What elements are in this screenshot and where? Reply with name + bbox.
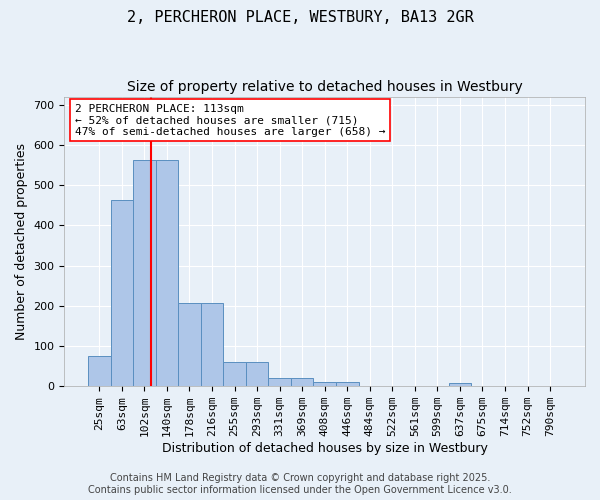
Bar [178, 303, 201, 386]
Bar [336, 382, 359, 386]
Bar [246, 362, 268, 386]
Bar [88, 356, 110, 386]
Text: 2, PERCHERON PLACE, WESTBURY, BA13 2GR: 2, PERCHERON PLACE, WESTBURY, BA13 2GR [127, 10, 473, 25]
Text: 2 PERCHERON PLACE: 113sqm
← 52% of detached houses are smaller (715)
47% of semi: 2 PERCHERON PLACE: 113sqm ← 52% of detac… [75, 104, 385, 137]
Text: Contains HM Land Registry data © Crown copyright and database right 2025.
Contai: Contains HM Land Registry data © Crown c… [88, 474, 512, 495]
Bar [155, 160, 178, 386]
Bar [110, 200, 133, 386]
Bar [223, 362, 246, 386]
Bar [449, 383, 471, 386]
Bar [133, 160, 155, 386]
X-axis label: Distribution of detached houses by size in Westbury: Distribution of detached houses by size … [162, 442, 488, 455]
Title: Size of property relative to detached houses in Westbury: Size of property relative to detached ho… [127, 80, 523, 94]
Y-axis label: Number of detached properties: Number of detached properties [15, 143, 28, 340]
Bar [201, 303, 223, 386]
Bar [268, 378, 291, 386]
Bar [291, 378, 313, 386]
Bar [313, 382, 336, 386]
